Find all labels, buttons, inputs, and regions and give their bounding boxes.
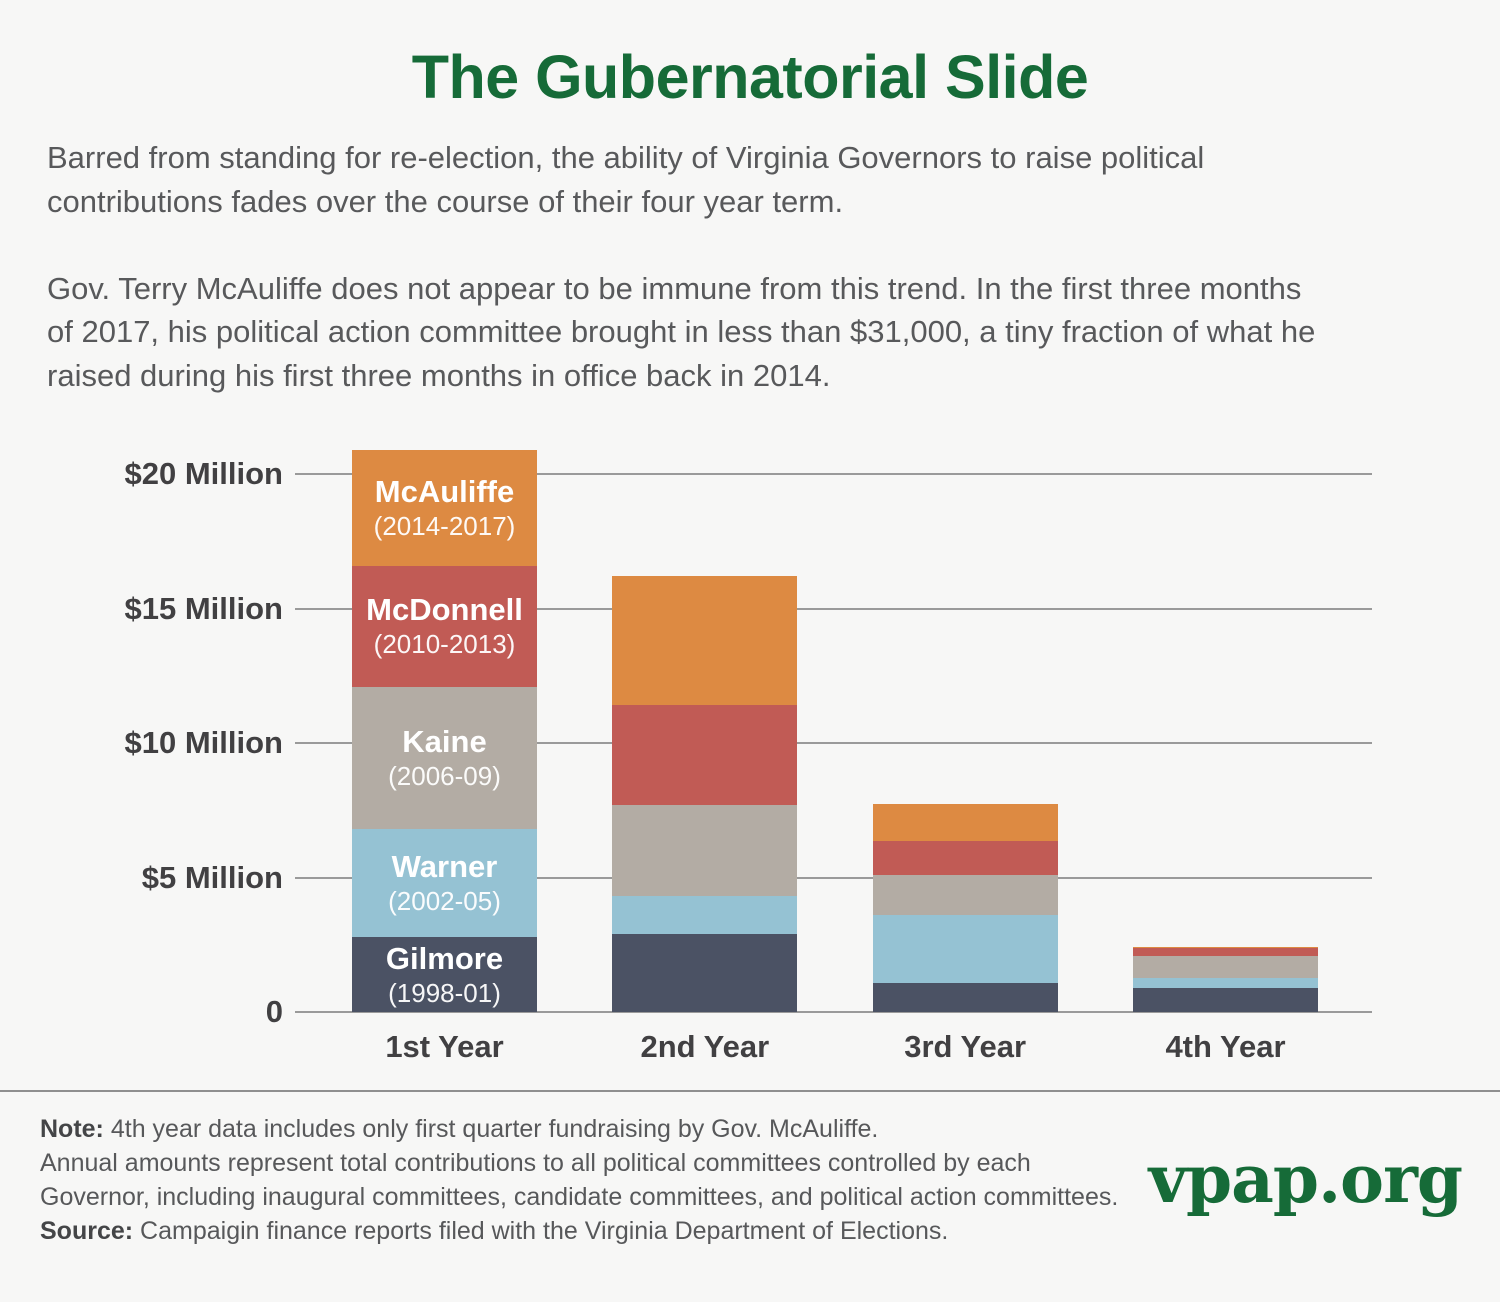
segment-label-years: (2010-2013) xyxy=(373,629,516,660)
bar-segment-mcauliffe: McAuliffe (2014-2017) xyxy=(352,449,537,566)
footer-divider xyxy=(0,1090,1500,1093)
page-title: The Gubernatorial Slide xyxy=(411,43,1089,111)
bar-segment-kaine xyxy=(872,874,1058,916)
bar-segment-warner xyxy=(872,915,1058,983)
bar-segment-warner xyxy=(1132,978,1318,988)
bar-segment-mcdonnell xyxy=(872,841,1058,875)
gridline-15m xyxy=(295,607,1372,610)
intro-paragraph-2: Gov. Terry McAuliffe does not appear to … xyxy=(47,270,1316,393)
bar-segment-kaine: Kaine (2006-09) xyxy=(352,686,537,830)
segment-label-years: (1998-01) xyxy=(388,977,501,1008)
x-axis-label: 2nd Year xyxy=(640,1029,770,1065)
y-axis-label: $20 Million xyxy=(124,456,283,492)
segment-label-name: Warner xyxy=(391,849,498,885)
bar-segment-warner: Warner (2002-05) xyxy=(352,829,537,937)
bar-segment-mcdonnell xyxy=(1132,947,1318,956)
bar-segment-mcdonnell: McDonnell (2010-2013) xyxy=(352,565,537,687)
bar-segment-mcauliffe xyxy=(612,576,798,706)
vpap-logo: vpap.org xyxy=(1148,1140,1463,1219)
y-axis-label: $5 Million xyxy=(141,859,283,895)
x-axis-label: 1st Year xyxy=(385,1029,504,1065)
segment-label-name: Kaine xyxy=(402,724,487,760)
bar-segment-kaine xyxy=(1132,955,1318,979)
footer-source-text: Campaigin finance reports filed with the… xyxy=(140,1217,949,1246)
footer-source-line: Source: Campaigin finance reports filed … xyxy=(40,1214,1500,1248)
footer-source-label: Source: xyxy=(40,1217,134,1246)
x-axis-label: 3rd Year xyxy=(904,1029,1027,1065)
stacked-bar-chart: $20 Million $15 Million $10 Million $5 Mill… xyxy=(0,437,1500,1082)
bar-segment-gilmore xyxy=(1132,987,1318,1013)
bar-segment-gilmore xyxy=(612,934,798,1013)
segment-label-years: (2006-09) xyxy=(388,761,501,792)
gridline-10m xyxy=(295,742,1372,745)
gridline-0m xyxy=(295,1011,1372,1014)
x-axis-label: 4th Year xyxy=(1165,1029,1286,1065)
intro-paragraph-1: Barred from standing for re-election, th… xyxy=(47,140,1205,219)
footer-note-line: Note: 4th year data includes only first … xyxy=(40,1112,1500,1146)
y-axis-label: 0 xyxy=(265,994,283,1030)
gridline-5m xyxy=(295,876,1372,879)
segment-label-name: McAuliffe xyxy=(374,473,515,509)
segment-label-name: Gilmore xyxy=(385,940,504,976)
gridline-20m xyxy=(295,473,1372,476)
footer-note-label: Note: xyxy=(40,1115,104,1144)
footer-note-text: 4th year data includes only first quarte… xyxy=(110,1115,879,1144)
segment-label-years: (2014-2017) xyxy=(373,510,516,541)
bar-segment-mcdonnell xyxy=(612,705,798,805)
bar-segment-warner xyxy=(612,896,798,935)
segment-label-name: McDonnell xyxy=(366,592,523,628)
footer-body-line-1: Annual amounts represent total contribut… xyxy=(40,1149,1031,1178)
footer-body-line-2: Governor, including inaugural committees… xyxy=(40,1183,1119,1212)
bar-segment-gilmore: Gilmore (1998-01) xyxy=(352,936,537,1013)
y-axis-label: $15 Million xyxy=(124,590,283,626)
footer: Note: 4th year data includes only first … xyxy=(0,1092,1500,1248)
bar-segment-kaine xyxy=(612,804,798,897)
bar-segment-mcauliffe xyxy=(1132,946,1318,948)
bar-segment-mcauliffe xyxy=(872,803,1058,842)
segment-label-years: (2002-05) xyxy=(388,886,501,917)
y-axis-label: $10 Million xyxy=(124,725,283,761)
bar-segment-gilmore xyxy=(872,982,1058,1013)
